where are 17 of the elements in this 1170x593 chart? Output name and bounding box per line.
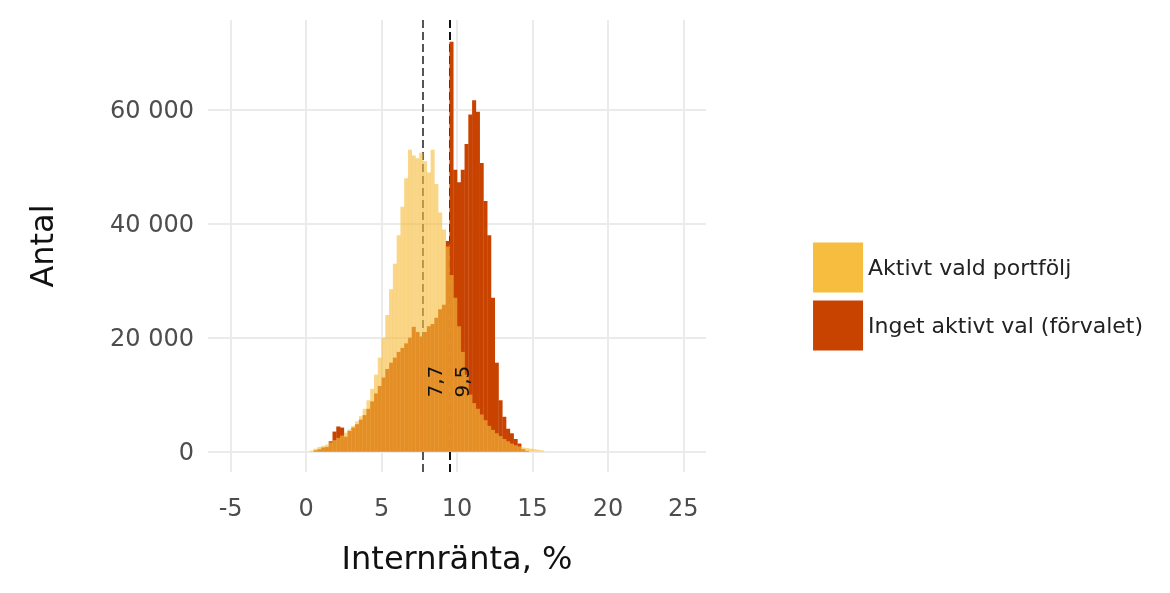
x-tick-label: 10 (441, 494, 473, 522)
y-tick-label: 0 (178, 437, 194, 466)
x-tick-label: 5 (373, 494, 390, 522)
x-tick-label: 20 (592, 494, 624, 522)
ref-line-label: 9,5 (450, 365, 475, 398)
legend-label: Inget aktivt val (förvalet) (868, 313, 1144, 338)
y-tick-label: 60 000 (110, 95, 194, 124)
x-tick-label: 25 (668, 494, 699, 522)
y-tick-label: 20 000 (110, 323, 194, 352)
x-axis-title: Internränta, % (341, 539, 573, 577)
x-tick-label: 0 (298, 494, 314, 522)
ref-line-label: 7,7 (423, 365, 448, 398)
x-tick-label: -5 (218, 494, 243, 522)
legend-label: Aktivt vald portfölj (868, 255, 1072, 280)
x-tick-label: 15 (517, 494, 548, 522)
y-axis-title: Antal (23, 204, 61, 288)
y-tick-label: 40 000 (110, 209, 194, 238)
